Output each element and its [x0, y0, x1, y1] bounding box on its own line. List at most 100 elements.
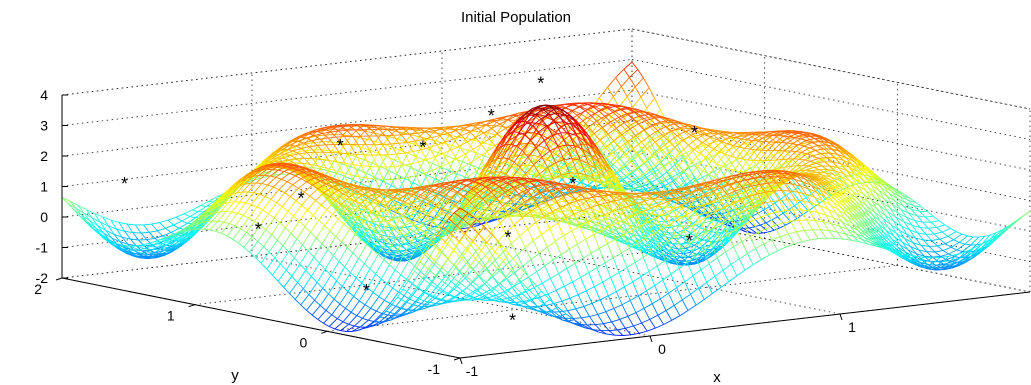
mesh-edge: [344, 166, 351, 177]
mesh-edge: [530, 148, 538, 161]
mesh-edge: [141, 244, 150, 248]
mesh-edge: [623, 68, 630, 78]
mesh-edge: [311, 305, 321, 316]
mesh-edge: [149, 230, 158, 233]
mesh-edge: [631, 61, 639, 70]
mesh-edge: [320, 305, 327, 311]
mesh-edge: [144, 248, 153, 251]
mesh-edge: [318, 183, 326, 193]
mesh-edge: [387, 246, 394, 248]
mesh-edge: [401, 134, 408, 143]
mesh-edge: [479, 131, 488, 134]
mesh-edge: [602, 117, 612, 130]
mesh-edge: [289, 144, 296, 147]
mesh-edge: [341, 144, 348, 154]
mesh-edge: [295, 142, 304, 147]
mesh-edge: [192, 228, 199, 231]
mesh-edge: [91, 217, 99, 227]
mesh-edge: [78, 205, 87, 211]
mesh-edge: [250, 193, 260, 205]
mesh-edge: [332, 127, 339, 132]
mesh-edge: [344, 135, 352, 144]
mesh-edge: [243, 236, 253, 248]
mesh-edge: [409, 133, 416, 142]
mesh-edge: [294, 298, 302, 306]
mesh-edge: [384, 135, 392, 145]
mesh-edge: [505, 143, 512, 146]
mesh-edge: [160, 246, 169, 250]
mesh-edge: [346, 247, 354, 254]
mesh-edge: [61, 196, 69, 204]
mesh-edge: [482, 218, 489, 224]
mesh-edge: [613, 140, 620, 149]
mesh-edge: [391, 178, 400, 180]
mesh-edge: [454, 167, 463, 174]
mesh-edge: [352, 169, 359, 180]
mesh-edge: [260, 262, 268, 270]
mesh-edge: [322, 274, 332, 289]
mesh-edge: [436, 126, 445, 129]
mesh-edge: [328, 141, 338, 143]
mesh-edge: [256, 182, 262, 185]
mesh-edge: [279, 222, 286, 229]
mesh-edge: [748, 226, 755, 229]
mesh-edge: [315, 192, 325, 201]
mesh-edge: [389, 126, 396, 130]
mesh-edge: [431, 170, 439, 182]
mesh-edge: [311, 138, 321, 142]
mesh-edge: [232, 228, 242, 240]
mesh-edge: [382, 143, 391, 145]
mesh-edge: [110, 219, 117, 230]
mesh-edge: [594, 128, 604, 141]
mesh-edge: [418, 170, 427, 176]
mesh-edge: [175, 231, 182, 235]
mesh-edge: [189, 219, 198, 228]
mesh-edge: [336, 280, 343, 287]
mesh-edge: [610, 106, 620, 119]
mesh-edge: [152, 239, 159, 243]
mesh-edge: [314, 135, 321, 140]
mesh-edge: [173, 224, 180, 229]
mesh-edge: [274, 157, 283, 163]
mesh-edge: [90, 226, 97, 232]
mesh-edge: [355, 154, 362, 166]
mesh-edge: [612, 86, 622, 97]
mesh-edge: [440, 166, 449, 171]
mesh-edge: [279, 210, 289, 223]
mesh-edge: [363, 159, 373, 164]
mesh-edge: [284, 184, 294, 194]
mesh-edge: [427, 132, 434, 140]
mesh-edge: [220, 223, 230, 234]
mesh-edge: [282, 157, 289, 161]
mesh-edge: [288, 251, 295, 259]
mesh-edge: [331, 150, 340, 153]
mesh-edge: [155, 242, 164, 245]
mesh-edge: [314, 299, 321, 306]
mesh-edge: [267, 176, 277, 186]
mesh-edge: [95, 231, 103, 237]
mesh-edge: [245, 192, 255, 204]
mesh-edge: [311, 140, 318, 146]
mesh-edge: [152, 248, 161, 251]
mesh-edge: [621, 77, 630, 87]
mesh-edge: [303, 191, 311, 197]
mesh-edge: [450, 125, 459, 129]
mesh-edge: [154, 250, 163, 253]
mesh-edge: [290, 155, 297, 160]
mesh-edge: [69, 200, 79, 206]
mesh-edge: [282, 153, 291, 158]
mesh-edge: [599, 86, 608, 98]
mesh-edge: [431, 135, 440, 139]
mesh-edge: [138, 249, 147, 253]
mesh-edge: [270, 198, 277, 204]
mesh-edge: [428, 127, 435, 132]
mesh-edge: [208, 205, 218, 216]
mesh-edge: [344, 252, 354, 268]
mesh-edge: [272, 178, 282, 188]
mesh-edge: [324, 268, 332, 276]
mesh-edge: [306, 152, 313, 160]
mesh-edge: [448, 169, 458, 175]
mesh-edge: [456, 153, 466, 160]
mesh-edge: [361, 165, 370, 167]
mesh-edge: [437, 193, 446, 199]
